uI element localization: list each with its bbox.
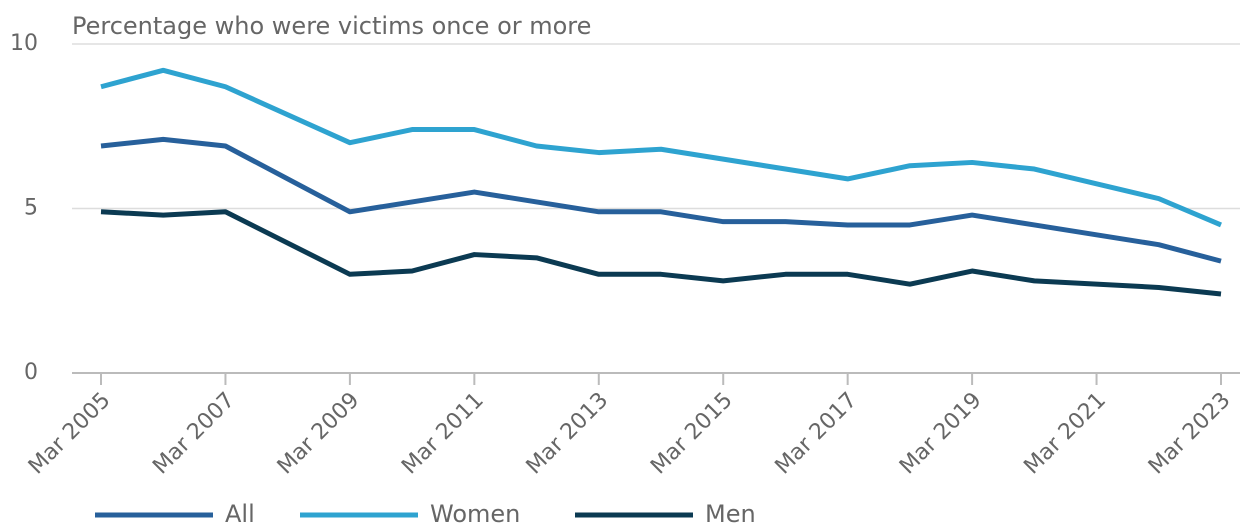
x-tick-label: Mar 2011 [397,388,489,480]
y-tick-label: 0 [24,360,38,385]
x-tick-label: Mar 2017 [771,388,863,480]
y-tick-label: 5 [24,196,38,221]
legend-label: Women [430,500,520,527]
legend-label: All [225,500,255,527]
x-tick-label: Mar 2021 [1019,388,1111,480]
y-tick-label: 10 [10,31,38,56]
series-line [100,67,1222,228]
x-tick-label: Mar 2015 [646,388,738,480]
x-tick-label: Mar 2019 [895,388,987,480]
x-tick-label: Mar 2007 [148,388,240,480]
x-tick-label: Mar 2005 [24,388,116,480]
x-tick-label: Mar 2009 [273,388,365,480]
chart-title: Percentage who were victims once or more [72,12,591,40]
series-line [100,209,1222,297]
series-line [100,136,1222,264]
x-tick-label: Mar 2023 [1144,388,1236,480]
legend-label: Men [705,500,756,527]
x-tick-label: Mar 2013 [522,388,614,480]
